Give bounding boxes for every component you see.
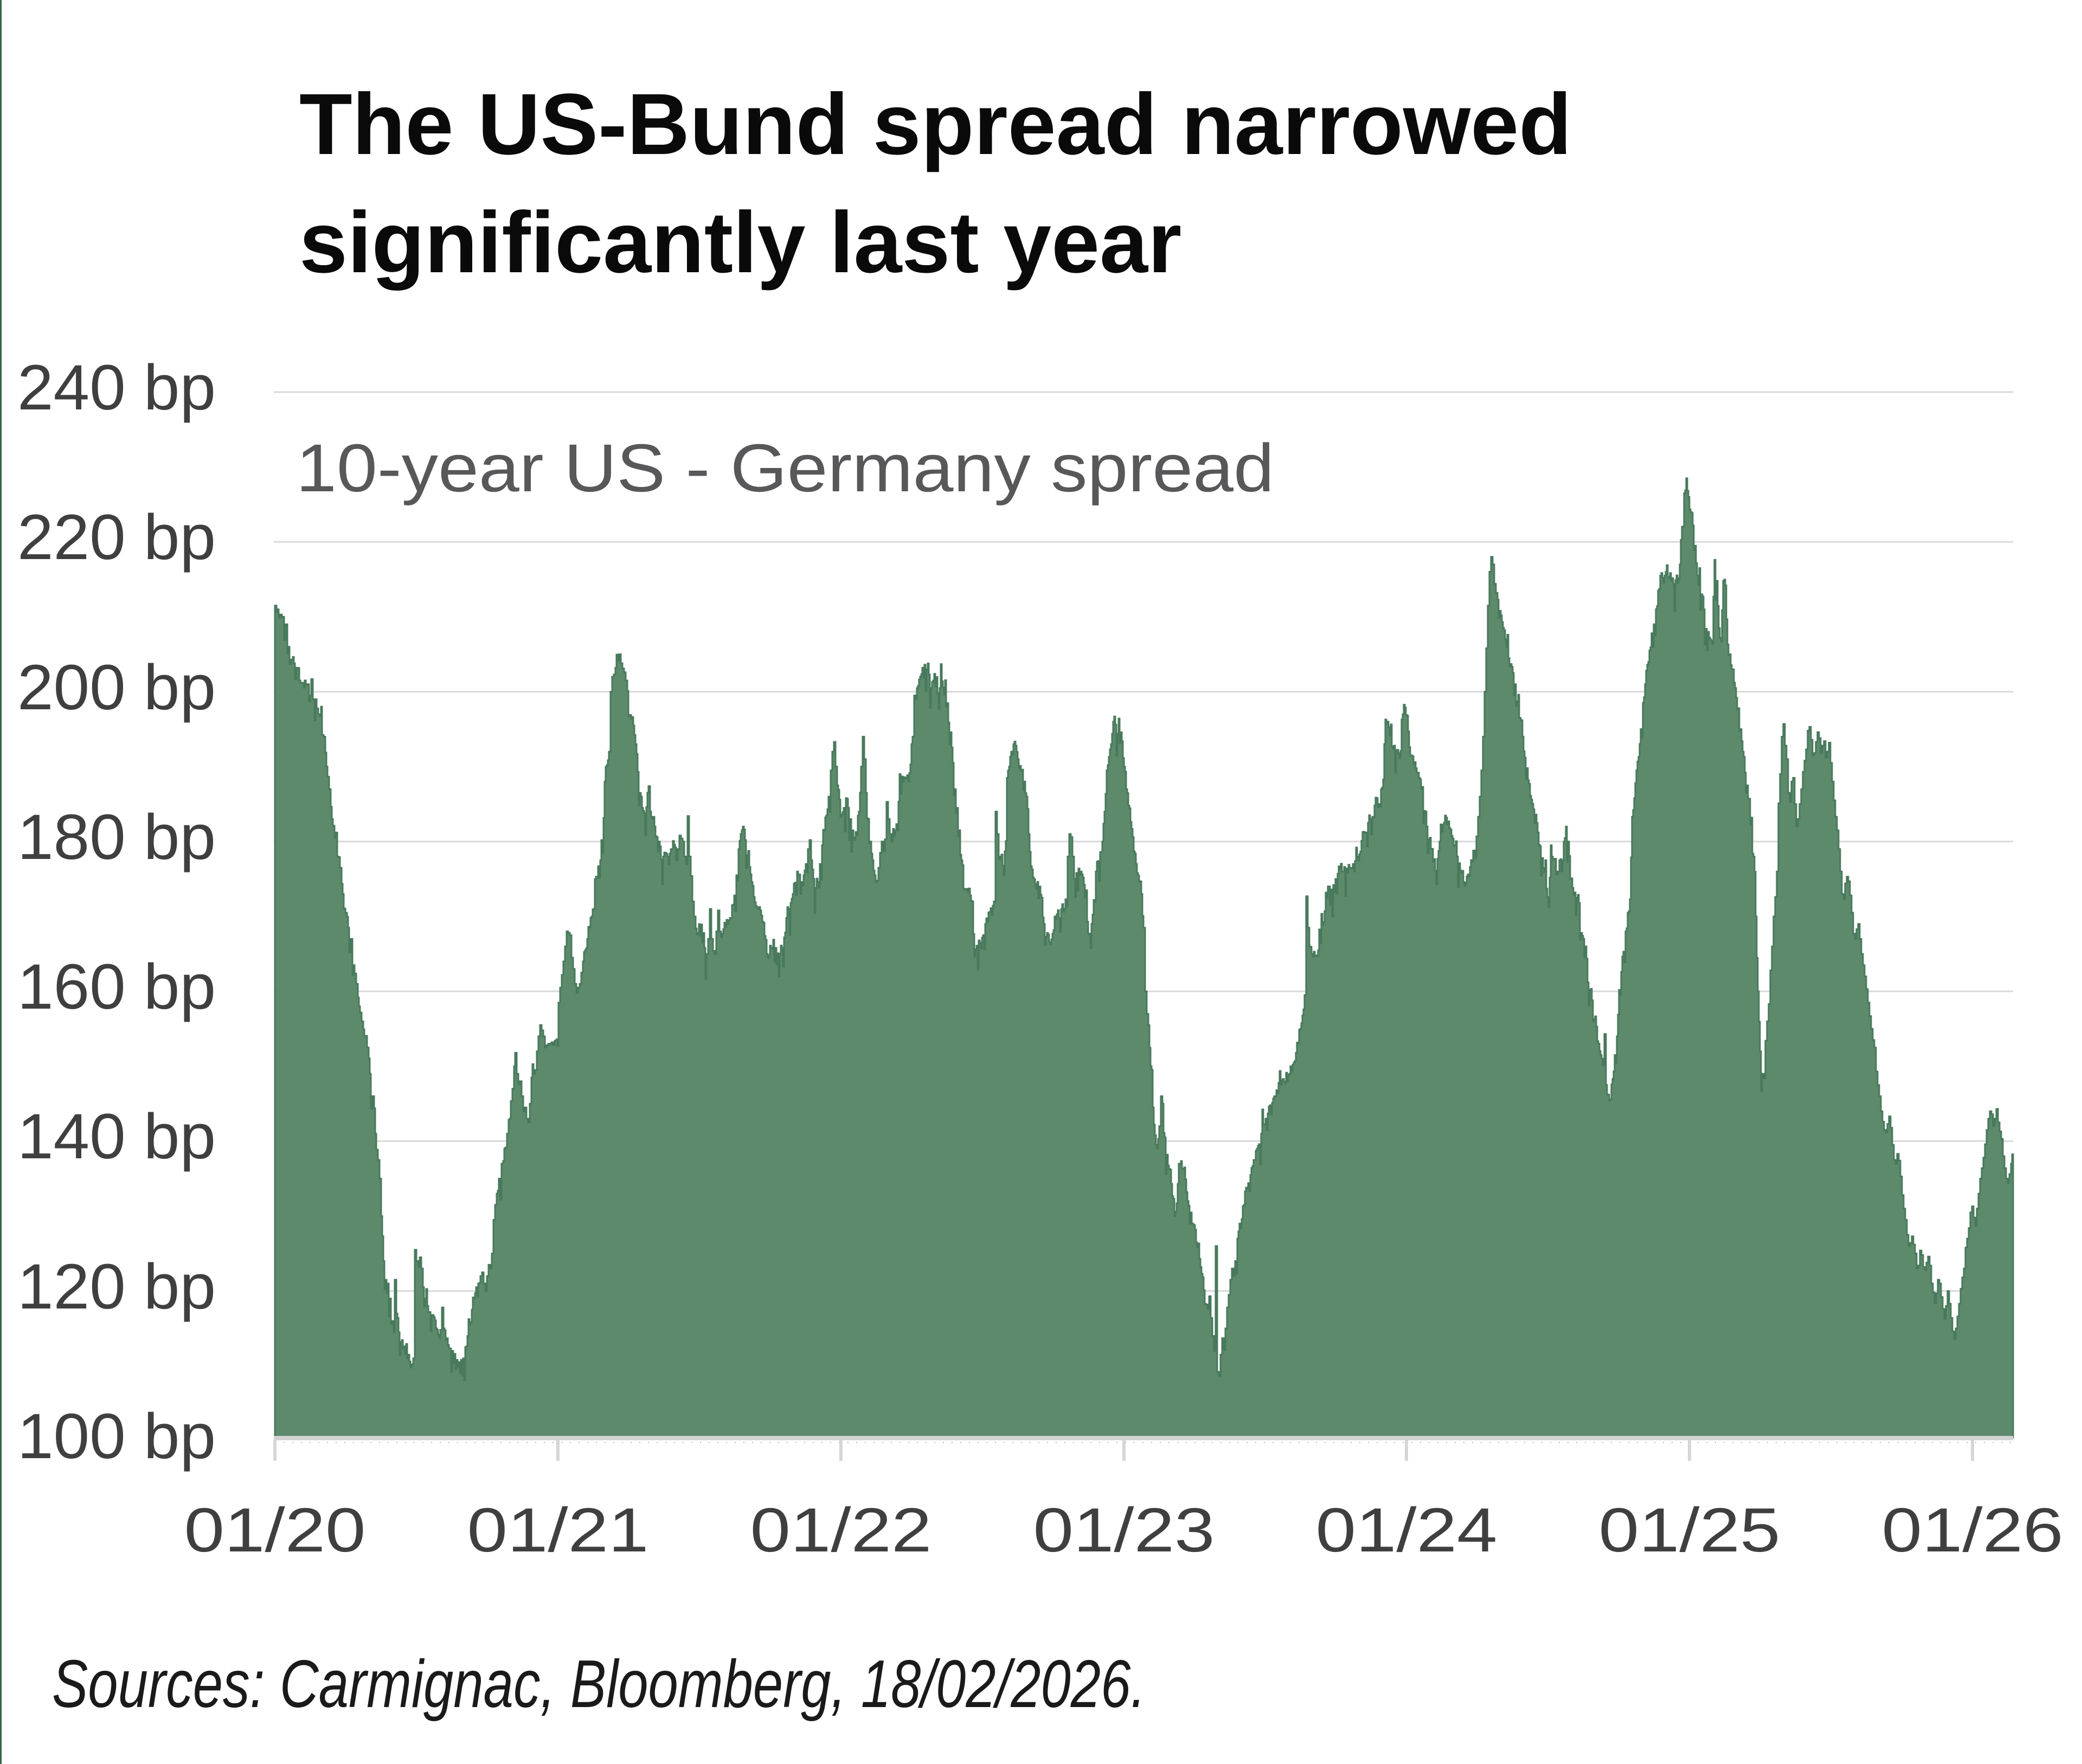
svg-text:01/23: 01/23: [1033, 1496, 1215, 1565]
svg-text:140 bp: 140 bp: [17, 1101, 216, 1172]
svg-text:01/22: 01/22: [750, 1496, 932, 1565]
svg-text:220 bp: 220 bp: [17, 502, 216, 573]
svg-text:120 bp: 120 bp: [17, 1251, 216, 1323]
svg-text:160 bp: 160 bp: [17, 951, 216, 1023]
svg-text:Sources: Carmignac, Bloomberg,: Sources: Carmignac, Bloomberg, 18/02/202…: [52, 1647, 1146, 1722]
svg-text:240 bp: 240 bp: [17, 352, 216, 424]
svg-text:01/20: 01/20: [184, 1496, 366, 1565]
svg-text:10-year US - Germany spread: 10-year US - Germany spread: [296, 431, 1274, 506]
svg-text:200 bp: 200 bp: [17, 652, 216, 723]
svg-text:01/26: 01/26: [1882, 1496, 2064, 1565]
svg-text:01/21: 01/21: [467, 1496, 649, 1565]
svg-text:180 bp: 180 bp: [17, 801, 216, 873]
svg-text:The US-Bund spread narrowed: The US-Bund spread narrowed: [299, 75, 1572, 172]
svg-text:100 bp: 100 bp: [17, 1401, 216, 1472]
svg-text:01/24: 01/24: [1316, 1496, 1498, 1565]
svg-text:01/25: 01/25: [1599, 1496, 1781, 1565]
svg-text:significantly last year: significantly last year: [299, 194, 1181, 291]
